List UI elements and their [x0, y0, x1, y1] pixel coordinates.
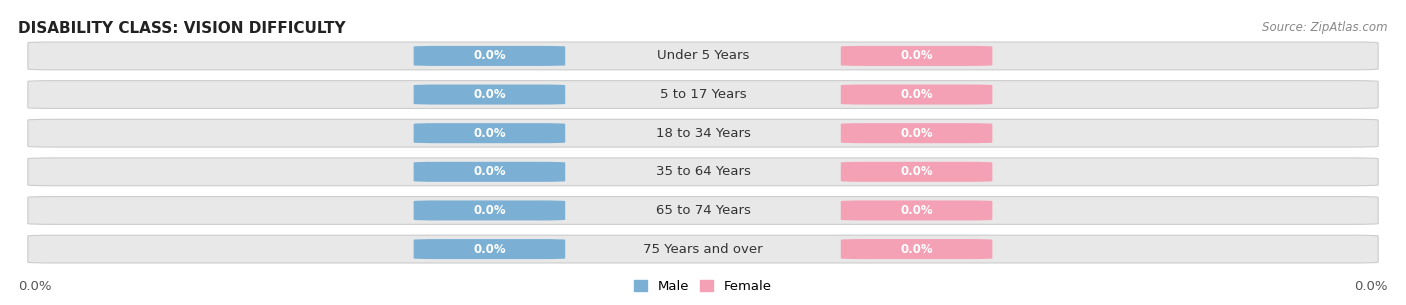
Text: 0.0%: 0.0% [472, 88, 506, 101]
Text: 5 to 17 Years: 5 to 17 Years [659, 88, 747, 101]
Text: 0.0%: 0.0% [900, 165, 934, 178]
FancyBboxPatch shape [841, 46, 993, 66]
FancyBboxPatch shape [28, 158, 1378, 186]
Text: 35 to 64 Years: 35 to 64 Years [655, 165, 751, 178]
Text: 75 Years and over: 75 Years and over [643, 242, 763, 256]
FancyBboxPatch shape [841, 239, 993, 259]
FancyBboxPatch shape [413, 84, 565, 105]
Text: 0.0%: 0.0% [900, 204, 934, 217]
FancyBboxPatch shape [28, 42, 1378, 70]
Text: 18 to 34 Years: 18 to 34 Years [655, 127, 751, 140]
Text: 0.0%: 0.0% [900, 127, 934, 140]
Text: 0.0%: 0.0% [472, 165, 506, 178]
FancyBboxPatch shape [413, 123, 565, 143]
Text: Under 5 Years: Under 5 Years [657, 49, 749, 63]
FancyBboxPatch shape [413, 239, 565, 259]
Text: 0.0%: 0.0% [472, 127, 506, 140]
FancyBboxPatch shape [28, 235, 1378, 263]
FancyBboxPatch shape [841, 200, 993, 221]
Text: 0.0%: 0.0% [900, 242, 934, 256]
FancyBboxPatch shape [28, 119, 1378, 147]
FancyBboxPatch shape [413, 200, 565, 221]
Legend: Male, Female: Male, Female [628, 275, 778, 298]
FancyBboxPatch shape [841, 162, 993, 182]
Text: 0.0%: 0.0% [472, 204, 506, 217]
FancyBboxPatch shape [28, 81, 1378, 109]
FancyBboxPatch shape [413, 46, 565, 66]
Text: Source: ZipAtlas.com: Source: ZipAtlas.com [1263, 21, 1388, 34]
FancyBboxPatch shape [413, 162, 565, 182]
Text: DISABILITY CLASS: VISION DIFFICULTY: DISABILITY CLASS: VISION DIFFICULTY [18, 21, 346, 36]
Text: 0.0%: 0.0% [18, 280, 52, 293]
FancyBboxPatch shape [28, 196, 1378, 224]
Text: 0.0%: 0.0% [1354, 280, 1388, 293]
Text: 0.0%: 0.0% [472, 49, 506, 63]
FancyBboxPatch shape [841, 123, 993, 143]
Text: 0.0%: 0.0% [900, 88, 934, 101]
Text: 0.0%: 0.0% [900, 49, 934, 63]
Text: 0.0%: 0.0% [472, 242, 506, 256]
FancyBboxPatch shape [841, 84, 993, 105]
Text: 65 to 74 Years: 65 to 74 Years [655, 204, 751, 217]
